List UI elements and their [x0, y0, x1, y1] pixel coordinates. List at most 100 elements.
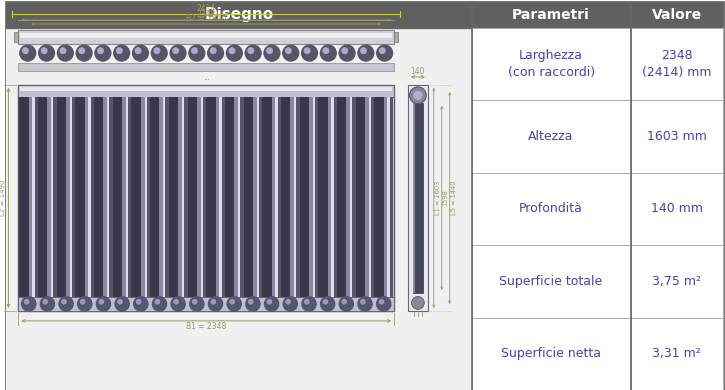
Bar: [29, 97, 33, 297]
Text: 2348
(2414) mm: 2348 (2414) mm: [642, 49, 711, 79]
Circle shape: [133, 297, 148, 311]
Circle shape: [78, 297, 92, 311]
Circle shape: [302, 45, 318, 61]
Circle shape: [207, 45, 223, 61]
Circle shape: [264, 45, 280, 61]
Bar: [631, 317, 723, 390]
Bar: [128, 97, 131, 297]
Bar: [7, 28, 471, 390]
Circle shape: [152, 297, 167, 311]
Circle shape: [248, 48, 254, 53]
Bar: [337, 97, 347, 297]
Bar: [387, 97, 389, 297]
Circle shape: [342, 48, 347, 53]
Bar: [389, 97, 393, 297]
Circle shape: [22, 48, 28, 53]
Bar: [290, 97, 294, 297]
Circle shape: [339, 45, 355, 61]
Bar: [144, 97, 146, 297]
Bar: [20, 87, 392, 91]
Bar: [160, 97, 163, 297]
Bar: [126, 97, 128, 297]
Bar: [88, 97, 91, 297]
Bar: [631, 245, 723, 317]
Bar: [384, 97, 387, 297]
Bar: [72, 97, 75, 297]
Circle shape: [246, 297, 260, 311]
Text: B2 = 2310: B2 = 2310: [186, 14, 226, 23]
Bar: [215, 97, 219, 297]
Circle shape: [20, 45, 36, 61]
Circle shape: [80, 300, 85, 304]
Bar: [371, 97, 374, 297]
Bar: [163, 97, 165, 297]
Text: Superficie totale: Superficie totale: [500, 275, 602, 288]
Bar: [20, 97, 29, 297]
Bar: [225, 97, 234, 297]
Text: 3,31 m²: 3,31 m²: [652, 347, 701, 360]
Circle shape: [136, 48, 141, 53]
Bar: [7, 2, 471, 28]
Bar: [18, 85, 394, 97]
Bar: [262, 97, 272, 297]
Circle shape: [41, 48, 47, 53]
Bar: [146, 97, 150, 297]
Circle shape: [22, 297, 36, 311]
Text: 3,75 m²: 3,75 m²: [652, 275, 701, 288]
Circle shape: [227, 297, 241, 311]
Bar: [131, 97, 141, 297]
Text: Larghezza
(con raccordi): Larghezza (con raccordi): [507, 49, 594, 79]
Circle shape: [155, 300, 160, 304]
Bar: [413, 103, 423, 293]
Text: L5 = 1440: L5 = 1440: [451, 181, 457, 215]
Circle shape: [41, 297, 54, 311]
Bar: [374, 97, 384, 297]
Circle shape: [193, 300, 197, 304]
Circle shape: [173, 48, 178, 53]
Bar: [471, 317, 631, 390]
Bar: [334, 97, 337, 297]
Circle shape: [361, 48, 366, 53]
Bar: [471, 28, 631, 100]
Circle shape: [171, 297, 186, 311]
Circle shape: [226, 45, 242, 61]
Circle shape: [323, 48, 328, 53]
Bar: [94, 97, 104, 297]
Text: 2414: 2414: [196, 4, 216, 13]
Circle shape: [267, 48, 273, 53]
Bar: [122, 97, 126, 297]
Circle shape: [320, 45, 336, 61]
Bar: [631, 100, 723, 173]
Bar: [631, 173, 723, 245]
Circle shape: [136, 300, 141, 304]
Circle shape: [25, 300, 29, 304]
Bar: [631, 28, 723, 100]
Circle shape: [323, 300, 328, 304]
Circle shape: [60, 48, 66, 53]
Bar: [219, 97, 222, 297]
Bar: [38, 97, 47, 297]
Bar: [70, 97, 72, 297]
Text: Parametri: Parametri: [512, 8, 590, 22]
Bar: [169, 97, 178, 297]
Bar: [297, 97, 299, 297]
Circle shape: [412, 296, 424, 309]
Bar: [206, 97, 215, 297]
Circle shape: [358, 297, 372, 311]
Bar: [394, 32, 398, 42]
Bar: [257, 97, 259, 297]
Circle shape: [62, 300, 66, 304]
Circle shape: [190, 297, 204, 311]
Circle shape: [249, 300, 253, 304]
Circle shape: [211, 300, 215, 304]
Text: 140 mm: 140 mm: [651, 202, 703, 216]
Circle shape: [410, 87, 426, 104]
Circle shape: [59, 297, 73, 311]
Text: Disegno: Disegno: [204, 7, 273, 23]
Bar: [33, 97, 35, 297]
Bar: [141, 97, 144, 297]
Circle shape: [96, 297, 110, 311]
Circle shape: [230, 300, 234, 304]
Bar: [54, 97, 57, 297]
Bar: [113, 97, 122, 297]
